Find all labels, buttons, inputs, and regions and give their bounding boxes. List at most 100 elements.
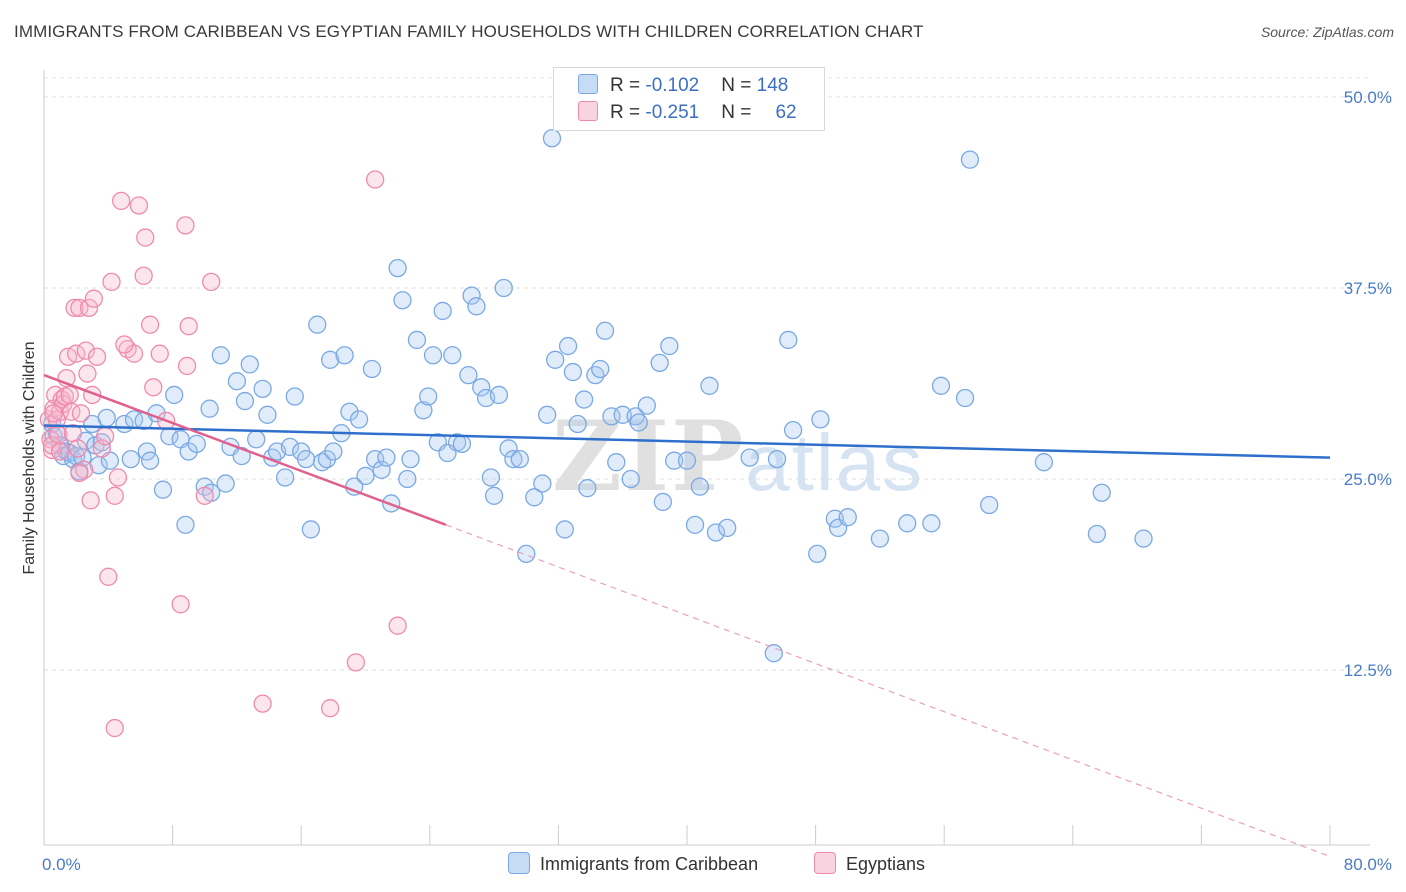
series-legend-caribbean: Immigrants from Caribbean bbox=[508, 852, 758, 875]
point-caribbean bbox=[335, 346, 354, 365]
x-tick-label: 0.0% bbox=[42, 855, 81, 874]
legend-row-caribbean: R = -0.102 N = 148 bbox=[578, 74, 788, 98]
point-caribbean bbox=[653, 492, 673, 512]
point-egyptians bbox=[129, 196, 148, 215]
point-caribbean bbox=[401, 449, 420, 469]
point-caribbean bbox=[176, 515, 195, 534]
point-caribbean bbox=[253, 379, 272, 398]
point-egyptians bbox=[388, 616, 407, 635]
point-caribbean bbox=[931, 376, 951, 395]
point-caribbean bbox=[546, 350, 565, 369]
point-egyptians bbox=[112, 191, 131, 211]
point-caribbean bbox=[423, 346, 443, 365]
point-caribbean bbox=[97, 408, 116, 428]
point-egyptians bbox=[136, 228, 155, 247]
series-swatch-caribbean bbox=[508, 852, 530, 874]
point-caribbean bbox=[452, 434, 472, 454]
point-caribbean bbox=[607, 453, 626, 472]
point-caribbean bbox=[280, 437, 300, 457]
point-caribbean bbox=[443, 346, 462, 365]
point-egyptians bbox=[171, 595, 190, 614]
point-caribbean bbox=[574, 390, 594, 409]
point-egyptians bbox=[105, 718, 124, 738]
legend-n-value: 62 bbox=[775, 102, 797, 123]
point-caribbean bbox=[767, 449, 787, 469]
point-egyptians bbox=[99, 567, 118, 586]
trend-egyptians-extrapolated bbox=[445, 524, 1331, 857]
watermark-atlas: atlas bbox=[745, 418, 925, 507]
point-caribbean bbox=[955, 388, 975, 408]
point-caribbean bbox=[1087, 524, 1107, 544]
point-caribbean bbox=[838, 508, 857, 527]
points bbox=[39, 129, 1153, 738]
point-caribbean bbox=[165, 385, 184, 405]
y-axis-title: Family Households with Children bbox=[21, 342, 38, 575]
trend-caribbean bbox=[43, 424, 1331, 459]
point-egyptians bbox=[115, 335, 134, 354]
point-caribbean bbox=[258, 405, 277, 424]
point-caribbean bbox=[320, 350, 340, 369]
point-caribbean bbox=[779, 330, 798, 350]
point-caribbean bbox=[472, 378, 491, 397]
point-egyptians bbox=[195, 486, 214, 505]
point-egyptians bbox=[81, 491, 100, 510]
point-egyptians bbox=[84, 289, 103, 308]
series-label-caribbean: Immigrants from Caribbean bbox=[540, 854, 759, 874]
legend-r-label: R = bbox=[610, 102, 646, 123]
legend-n-label: N = bbox=[721, 75, 757, 96]
point-caribbean bbox=[960, 150, 980, 169]
point-caribbean bbox=[660, 336, 679, 356]
legend-r-label: R = bbox=[610, 75, 646, 96]
point-caribbean bbox=[489, 385, 509, 405]
point-caribbean bbox=[324, 442, 343, 461]
point-caribbean bbox=[637, 396, 656, 415]
point-caribbean bbox=[510, 449, 529, 469]
point-caribbean bbox=[499, 439, 518, 458]
point-caribbean bbox=[121, 449, 140, 469]
point-caribbean bbox=[706, 523, 726, 542]
point-caribbean bbox=[568, 414, 587, 434]
point-egyptians bbox=[102, 272, 121, 292]
point-caribbean bbox=[398, 469, 417, 489]
legend-n-label: N = bbox=[721, 102, 757, 123]
point-egyptians bbox=[108, 468, 128, 487]
point-caribbean bbox=[462, 286, 481, 305]
point-caribbean bbox=[525, 488, 544, 507]
chart-title: IMMIGRANTS FROM CARIBBEAN VS EGYPTIAN FA… bbox=[14, 22, 924, 41]
point-caribbean bbox=[811, 410, 830, 429]
watermark: ZIPatlas bbox=[552, 400, 924, 513]
correlation-legend: R = -0.102 N = 148 R = -0.251 N = 62 bbox=[553, 67, 825, 131]
point-caribbean bbox=[542, 129, 562, 148]
point-caribbean bbox=[980, 495, 999, 515]
point-caribbean bbox=[650, 353, 669, 373]
point-caribbean bbox=[312, 453, 332, 472]
point-caribbean bbox=[484, 486, 504, 505]
point-caribbean bbox=[393, 291, 412, 310]
point-caribbean bbox=[467, 297, 486, 316]
series-label-egyptians: Egyptians bbox=[846, 854, 926, 874]
point-caribbean bbox=[275, 468, 295, 487]
point-caribbean bbox=[563, 362, 583, 382]
point-egyptians bbox=[144, 378, 163, 397]
point-caribbean bbox=[537, 405, 557, 424]
point-egyptians bbox=[68, 439, 87, 458]
point-caribbean bbox=[595, 321, 615, 340]
gridlines bbox=[44, 77, 1370, 671]
point-egyptians bbox=[87, 347, 107, 366]
tick-labels: 12.5% 25.0% 37.5% 50.0% 0.0% 80.0% bbox=[42, 88, 1392, 874]
point-egyptians bbox=[346, 653, 366, 672]
point-egyptians bbox=[202, 272, 221, 292]
series-legend-egyptians: Egyptians bbox=[814, 852, 925, 875]
legend-row-egyptians: R = -0.251 N = 62 bbox=[578, 101, 797, 125]
point-caribbean bbox=[586, 365, 605, 385]
point-caribbean bbox=[740, 448, 759, 467]
point-caribbean bbox=[349, 410, 369, 429]
point-caribbean bbox=[419, 387, 438, 406]
point-caribbean bbox=[504, 449, 523, 469]
point-egyptians bbox=[134, 266, 153, 285]
point-caribbean bbox=[308, 315, 327, 334]
y-tick-label: 12.5% bbox=[1344, 661, 1392, 680]
point-caribbean bbox=[808, 544, 827, 564]
x-tick-label: 80.0% bbox=[1344, 855, 1392, 874]
